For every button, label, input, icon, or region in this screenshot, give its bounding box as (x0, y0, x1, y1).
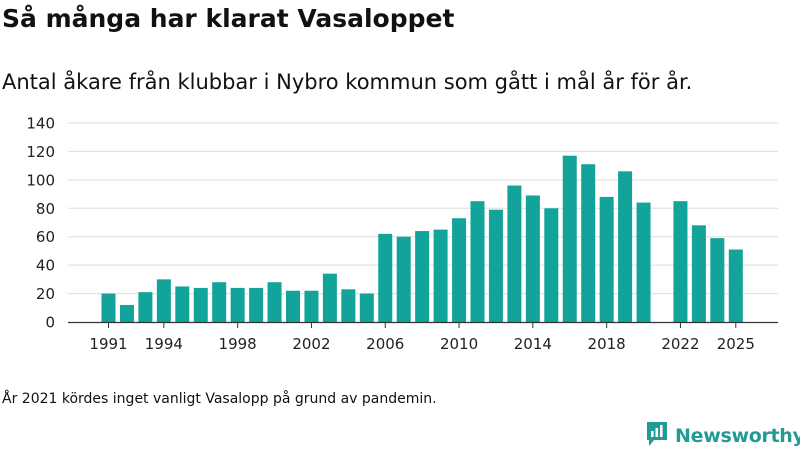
x-axis-ticks: 1991 1994 1998 2002 2006 2010 2014 2018 2022 2025 (89, 322, 755, 353)
newsworthy-logo-icon (645, 420, 669, 452)
y-tick-label: 20 (36, 285, 55, 303)
bar-1997 (212, 282, 227, 322)
bar-2022 (673, 201, 688, 322)
y-tick-label: 40 (36, 257, 55, 275)
x-tick-label: 1998 (219, 335, 257, 353)
bar-2009 (433, 229, 448, 322)
x-tick-label: 2022 (661, 335, 699, 353)
bar-1996 (193, 287, 208, 322)
x-tick-label: 2014 (514, 335, 552, 353)
bar-2005 (359, 293, 374, 322)
newsworthy-logo-text: Newsworthy (675, 425, 800, 447)
bar-1993 (138, 292, 153, 322)
footnote: År 2021 kördes inget vanligt Vasalopp på… (2, 391, 437, 407)
bar-2012 (488, 209, 503, 322)
bar-2015 (544, 208, 559, 322)
bar-1991 (101, 293, 116, 322)
bar-2000 (267, 282, 282, 322)
bar-2014 (525, 195, 540, 322)
y-tick-label: 120 (26, 143, 55, 161)
chart-subtitle: Antal åkare från klubbar i Nybro kommun … (2, 70, 693, 94)
y-tick-label: 60 (36, 228, 55, 246)
chart-title: Så många har klarat Vasaloppet (2, 4, 455, 33)
bar-2001 (286, 290, 300, 322)
bar-1999 (249, 287, 264, 322)
x-tick-label: 1991 (89, 335, 127, 353)
newsworthy-logo[interactable]: Newsworthy (645, 420, 800, 452)
bar-2003 (322, 273, 337, 322)
y-tick-label: 0 (45, 314, 55, 332)
bar-1995 (175, 286, 190, 322)
bar-chart: 0 20 40 60 80 100 120 140 1991 1994 1998 2002 2006 2… (26, 115, 778, 353)
x-tick-label: 2002 (292, 335, 330, 353)
bar-2007 (396, 236, 411, 322)
bar-2023 (691, 225, 706, 322)
x-tick-label: 2018 (588, 335, 626, 353)
bar-2010 (452, 218, 467, 322)
bar-2016 (562, 155, 577, 322)
bar-2020 (636, 202, 651, 322)
bar-2008 (415, 231, 430, 322)
bar-2002 (304, 290, 319, 322)
bar-1992 (119, 304, 134, 322)
bar-2006 (378, 233, 393, 322)
bar-2018 (599, 196, 614, 322)
bar-1994 (156, 279, 171, 322)
bar-2004 (341, 289, 356, 322)
bar-2024 (710, 238, 725, 322)
bar-2017 (581, 164, 596, 322)
y-tick-label: 100 (26, 171, 55, 189)
bar-2011 (470, 201, 485, 322)
bars (101, 155, 743, 322)
y-tick-label: 80 (36, 200, 55, 218)
y-axis-ticks: 0 20 40 60 80 100 120 140 (26, 115, 55, 332)
x-tick-label: 2006 (366, 335, 404, 353)
x-tick-label: 2010 (440, 335, 478, 353)
bar-2019 (618, 171, 633, 322)
bar-1998 (230, 287, 245, 322)
x-tick-label: 1994 (145, 335, 183, 353)
y-tick-label: 140 (26, 115, 55, 133)
bar-2013 (507, 185, 522, 322)
bar-2025 (728, 249, 743, 322)
x-tick-label: 2025 (717, 335, 755, 353)
